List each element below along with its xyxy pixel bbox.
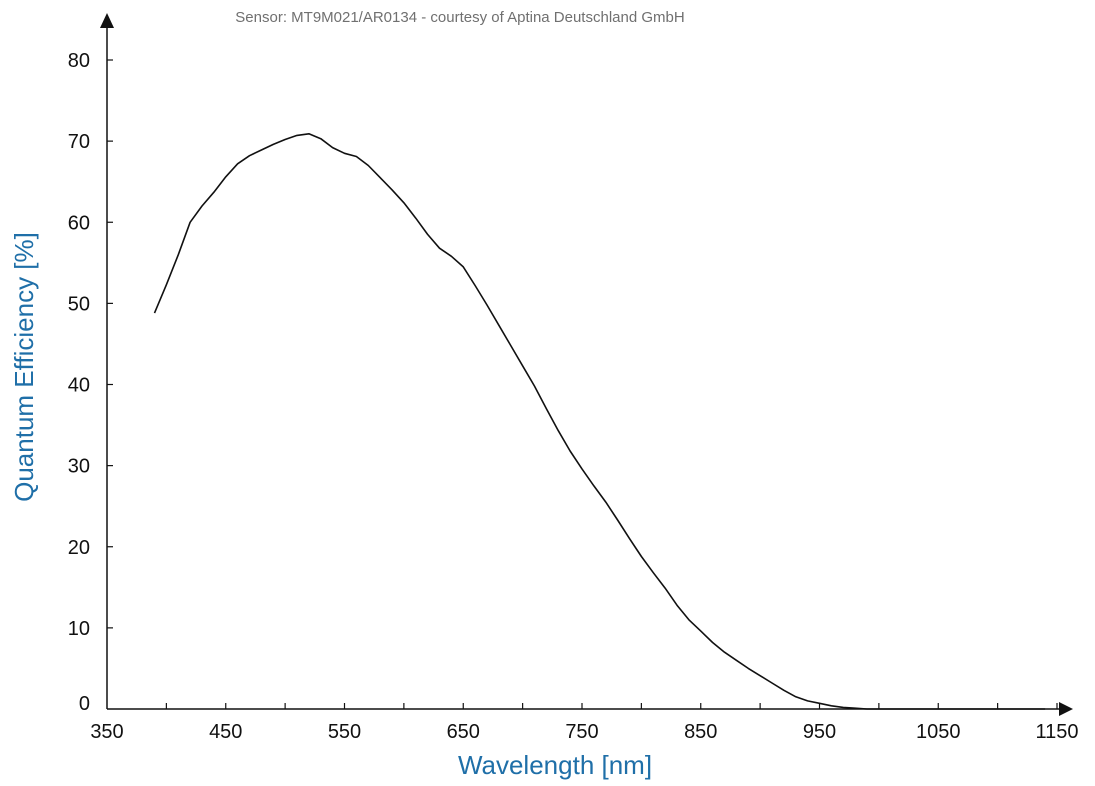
y-axis-title: Quantum Efficiency [%] bbox=[9, 232, 39, 502]
x-axis-title: Wavelength [nm] bbox=[458, 750, 652, 780]
x-axis-arrow bbox=[1059, 702, 1073, 716]
x-ticks: 350 450 550 650 750 850 950 1050 1150 bbox=[90, 703, 1079, 743]
y-tick-label: 10 bbox=[68, 618, 90, 640]
chart-caption: Sensor: MT9M021/AR0134 - courtesy of Apt… bbox=[235, 9, 684, 26]
x-tick-label: 350 bbox=[90, 721, 123, 743]
x-tick-label: 750 bbox=[565, 721, 598, 743]
y-tick-label: 60 bbox=[68, 212, 90, 234]
y-tick-label: 0 bbox=[79, 693, 90, 715]
x-tick-label: 1050 bbox=[916, 721, 961, 743]
x-tick-label: 550 bbox=[328, 721, 361, 743]
y-tick-label: 50 bbox=[68, 293, 90, 315]
y-tick-label: 30 bbox=[68, 456, 90, 478]
y-tick-label: 80 bbox=[68, 50, 90, 72]
qe-curve bbox=[153, 133, 1046, 710]
axes bbox=[100, 13, 1073, 716]
x-tick-label: 950 bbox=[803, 721, 836, 743]
y-tick-label: 40 bbox=[68, 375, 90, 397]
y-tick-label: 20 bbox=[68, 537, 90, 559]
x-tick-label: 450 bbox=[209, 721, 242, 743]
y-ticks: 0 10 20 30 40 50 60 70 80 bbox=[68, 50, 113, 715]
x-tick-label: 850 bbox=[684, 721, 717, 743]
x-tick-label: 650 bbox=[447, 721, 480, 743]
x-tick-label: 1150 bbox=[1035, 721, 1078, 743]
y-tick-label: 70 bbox=[68, 131, 90, 153]
series-group bbox=[153, 133, 1046, 710]
y-axis-arrow bbox=[100, 13, 114, 28]
